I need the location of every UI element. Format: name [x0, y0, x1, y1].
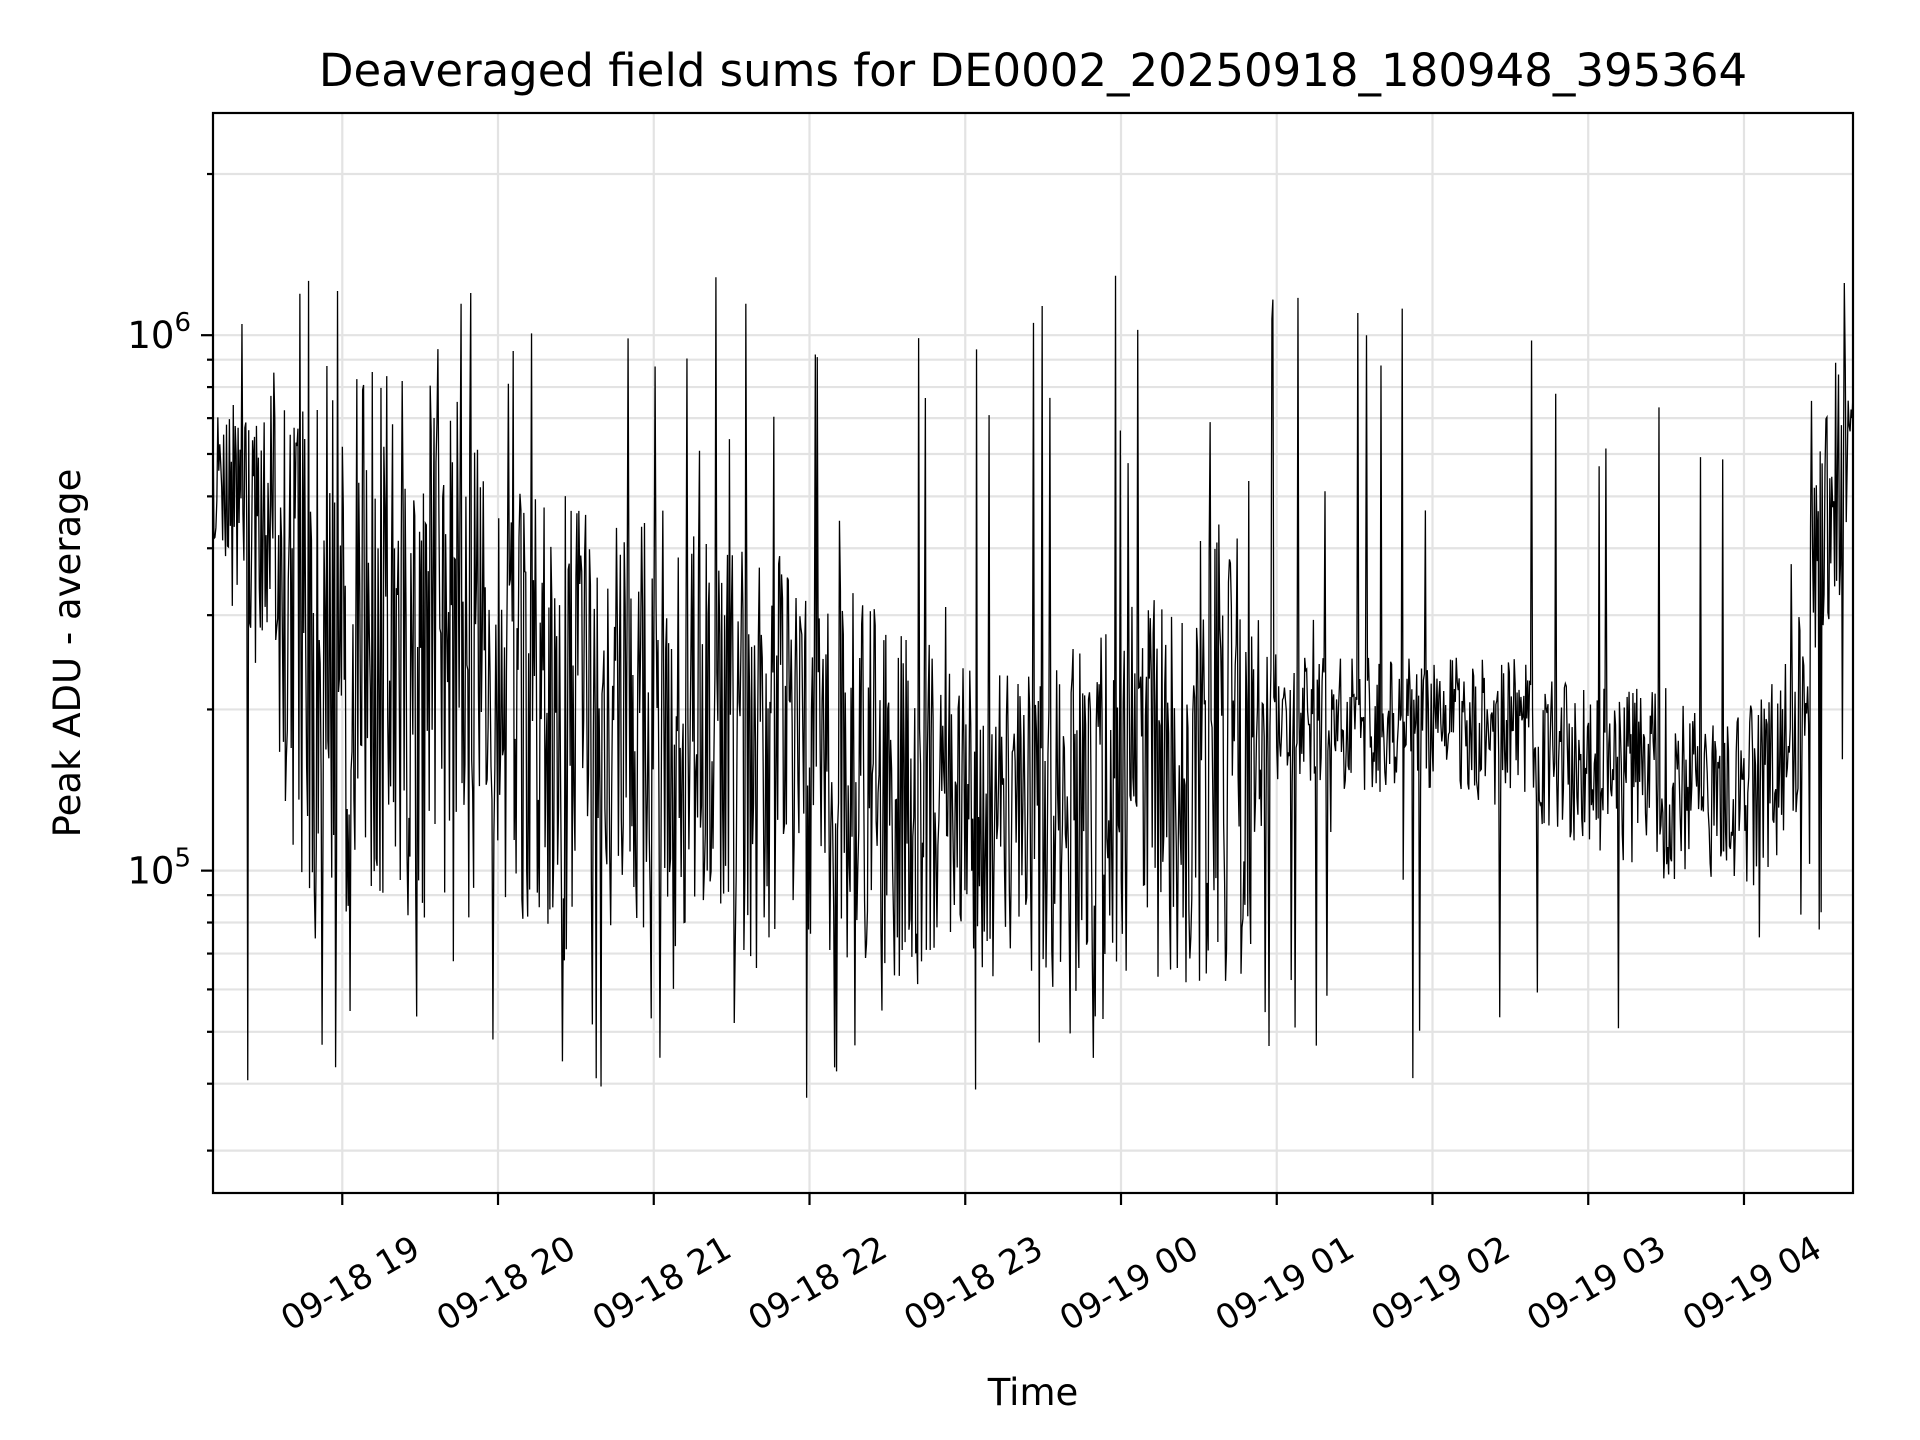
chart-title: Deaveraged field sums for DE0002_2025091… — [319, 44, 1747, 97]
series-line — [212, 275, 1854, 1098]
series-layer — [212, 275, 1854, 1098]
y-axis: 105 106 — [127, 172, 213, 1152]
y-tick-label: 105 — [127, 844, 191, 893]
plot-frame — [211, 111, 1855, 1195]
x-axis-label: Time — [987, 1371, 1079, 1414]
y-tick-label: 106 — [127, 308, 191, 357]
y-axis-label: Peak ADU - average — [46, 469, 89, 838]
